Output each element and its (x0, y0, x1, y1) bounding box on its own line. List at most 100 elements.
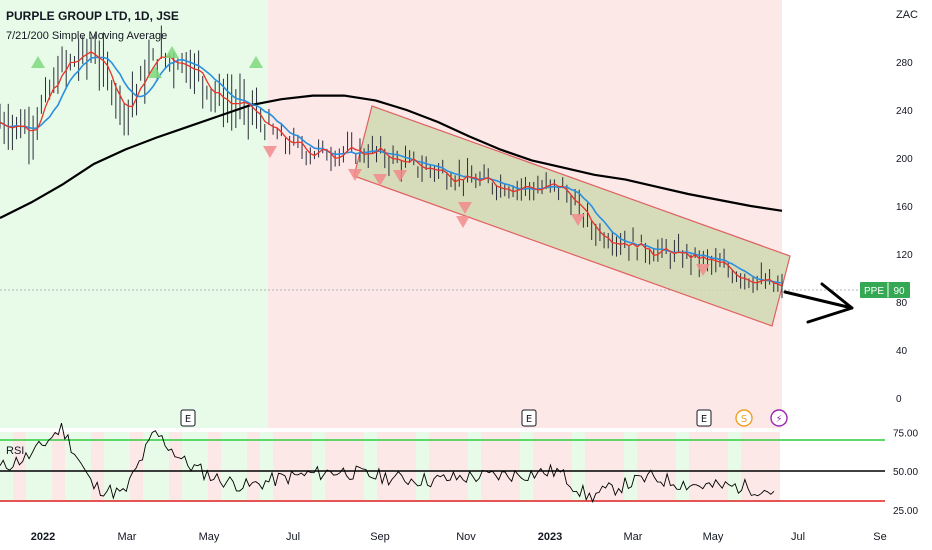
time-tick: Mar (118, 531, 137, 543)
rsi-zone (494, 432, 507, 502)
buy-signal-icon (249, 56, 263, 68)
time-tick: Nov (456, 531, 476, 543)
rsi-panel: RSI 75.00 50.00 25.00 (0, 422, 918, 520)
time-tick: Jul (286, 531, 300, 543)
rsi-zone (455, 432, 468, 502)
sma-21-line (0, 56, 783, 284)
rsi-zone (117, 432, 130, 502)
time-tick: May (199, 531, 220, 543)
earnings-event-icon[interactable]: E (180, 409, 196, 427)
sell-signal-icon (456, 216, 470, 228)
price-tick: 120 (896, 250, 913, 261)
event-glyph: E (185, 414, 191, 425)
rsi-zone (273, 432, 286, 502)
chart-title: PURPLE GROUP LTD, 1D, JSE (6, 9, 179, 23)
rsi-zone (52, 432, 65, 502)
rsi-tick: 75.00 (893, 428, 918, 439)
rsi-zone (260, 432, 273, 502)
earnings-event-icon[interactable]: E (521, 409, 537, 427)
rsi-zone (143, 432, 156, 502)
sell-signal-icon (348, 169, 362, 181)
rsi-zone (78, 432, 91, 502)
buy-signal-icon (165, 46, 179, 58)
rsi-zone (104, 432, 117, 502)
time-tick: 2023 (538, 531, 562, 543)
price-badge-symbol: PPE (864, 286, 884, 297)
rsi-zone (702, 432, 715, 502)
event-glyph: E (701, 414, 707, 425)
rsi-zone (286, 432, 299, 502)
rsi-zone (234, 432, 247, 502)
sell-signal-icon (458, 202, 472, 214)
rsi-zone (338, 432, 351, 502)
price-tick: 200 (896, 154, 913, 165)
price-tick: 80 (896, 298, 908, 309)
time-tick: Jul (791, 531, 805, 543)
rsi-zone (559, 432, 572, 502)
rsi-zone (65, 432, 78, 502)
price-tick: 240 (896, 106, 913, 117)
rsi-zone (507, 432, 520, 502)
rsi-tick: 50.00 (893, 467, 918, 478)
rsi-zone (767, 432, 780, 502)
rsi-label: RSI (6, 445, 24, 457)
rsi-zone (741, 432, 754, 502)
price-axis-ticks: 280 240 200 160 120 80 40 0 (896, 58, 913, 405)
rsi-zone (377, 432, 390, 502)
rsi-zone (91, 432, 104, 502)
rsi-zone (637, 432, 650, 502)
rsi-zone (156, 432, 169, 502)
rsi-zone (650, 432, 663, 502)
rsi-zone (208, 432, 221, 502)
sma-7-line (0, 51, 783, 287)
rsi-zone (520, 432, 533, 502)
rsi-tick: 25.00 (893, 506, 918, 517)
indicator-label: 7/21/200 Simple Moving Average (6, 30, 167, 42)
rsi-axis-ticks: 75.00 50.00 25.00 (893, 428, 918, 517)
earnings-event-icon[interactable]: E (696, 409, 712, 427)
rsi-zone (364, 432, 377, 502)
time-tick: Se (873, 531, 886, 543)
rsi-zone (221, 432, 234, 502)
sell-signal-icon (393, 170, 407, 182)
rsi-zone (468, 432, 481, 502)
split-event-icon[interactable]: S (735, 409, 753, 427)
rsi-zone (728, 432, 741, 502)
rsi-zone (481, 432, 494, 502)
sell-signal-icon (373, 174, 387, 186)
rsi-zone (715, 432, 728, 502)
rsi-zone (611, 432, 624, 502)
rsi-zone (533, 432, 546, 502)
rsi-zone (403, 432, 416, 502)
time-tick: Sep (370, 531, 390, 543)
price-axis-area[interactable] (885, 0, 932, 520)
rsi-zone (416, 432, 429, 502)
rsi-zone (689, 432, 702, 502)
rsi-zone (169, 432, 182, 502)
rsi-zone (676, 432, 689, 502)
rsi-zone (546, 432, 559, 502)
rsi-zone (663, 432, 676, 502)
price-tick: 160 (896, 202, 913, 213)
buy-signal-icon (148, 66, 162, 78)
event-glyph: E (526, 414, 532, 425)
sell-signal-icon (571, 214, 585, 226)
rsi-zone (572, 432, 585, 502)
price-badge: PPE 90 (860, 282, 910, 298)
rsi-zone (429, 432, 442, 502)
rsi-zone (585, 432, 598, 502)
time-tick: Mar (624, 531, 643, 543)
rsi-zone (247, 432, 260, 502)
news-event-icon[interactable]: ⚡ (770, 409, 788, 427)
rsi-zone (312, 432, 325, 502)
rsi-zone (0, 432, 13, 502)
forecast-arrow (783, 282, 854, 324)
event-markers[interactable]: E E E S ⚡ (180, 409, 788, 427)
time-tick: May (703, 531, 724, 543)
rsi-zone (13, 432, 26, 502)
rsi-zone (299, 432, 312, 502)
currency-label: ZAC (896, 9, 918, 21)
event-glyph: ⚡ (775, 414, 782, 425)
time-axis[interactable]: 2022 Mar May Jul Sep Nov 2023 Mar May Jul Se (31, 531, 887, 543)
